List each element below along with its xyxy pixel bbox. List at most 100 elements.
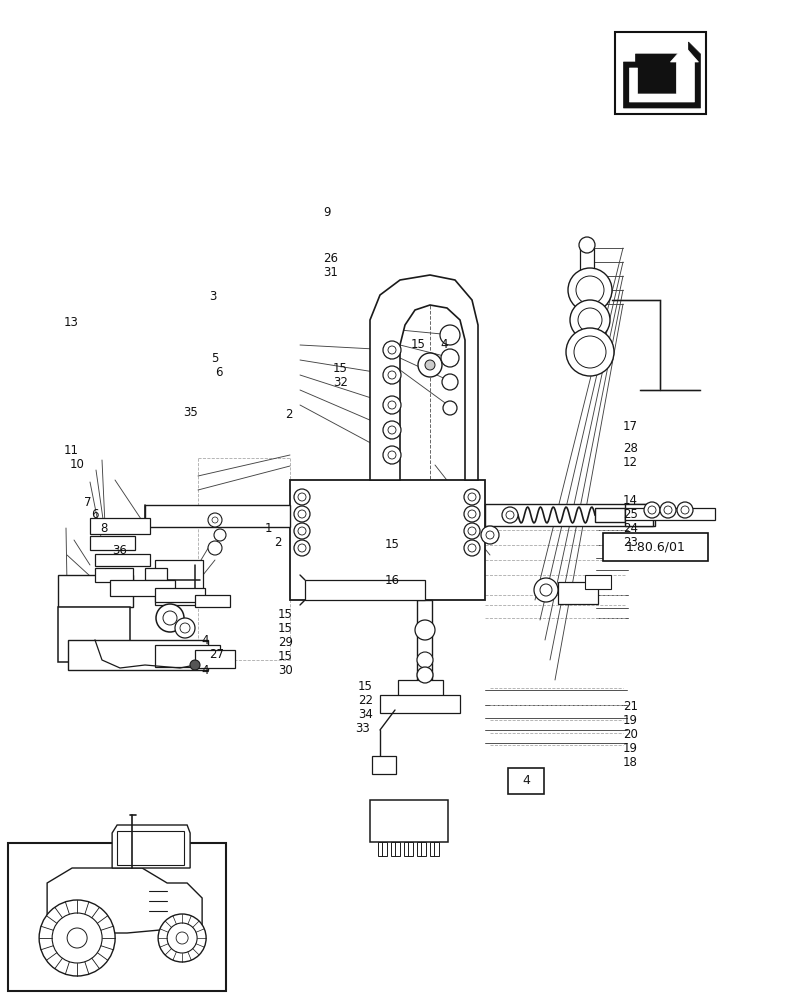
Circle shape — [383, 421, 401, 439]
Circle shape — [534, 578, 557, 602]
Circle shape — [568, 268, 611, 312]
Circle shape — [467, 493, 475, 501]
Text: 4: 4 — [201, 664, 208, 676]
Circle shape — [676, 502, 692, 518]
Bar — [417, 600, 431, 690]
Circle shape — [463, 523, 479, 539]
Circle shape — [298, 527, 306, 535]
Bar — [155, 588, 204, 602]
Circle shape — [67, 928, 87, 948]
Text: 34: 34 — [358, 708, 372, 720]
Circle shape — [424, 360, 435, 370]
Circle shape — [480, 526, 499, 544]
Text: 17: 17 — [622, 420, 637, 434]
Circle shape — [180, 623, 190, 633]
Bar — [508, 768, 543, 794]
Bar — [404, 842, 413, 856]
Text: 2: 2 — [285, 408, 292, 422]
Text: 1: 1 — [264, 522, 272, 534]
Bar — [430, 842, 439, 856]
Bar — [417, 842, 426, 856]
Circle shape — [388, 346, 396, 354]
Bar — [378, 842, 387, 856]
Circle shape — [577, 308, 601, 332]
Bar — [391, 842, 400, 856]
Polygon shape — [629, 46, 697, 102]
Circle shape — [294, 506, 310, 522]
Text: 28: 28 — [622, 442, 637, 454]
Circle shape — [52, 913, 102, 963]
Text: 19: 19 — [622, 742, 637, 754]
Circle shape — [158, 914, 206, 962]
Bar — [624, 504, 652, 526]
Bar — [371, 756, 396, 774]
Circle shape — [388, 371, 396, 379]
Text: 32: 32 — [333, 376, 347, 389]
Bar — [370, 800, 448, 842]
Text: 4: 4 — [521, 774, 530, 788]
Text: 5: 5 — [211, 352, 218, 364]
Circle shape — [208, 513, 221, 527]
Text: 19: 19 — [622, 714, 637, 726]
Text: 35: 35 — [183, 406, 198, 420]
Text: 15: 15 — [384, 538, 399, 550]
Bar — [68, 640, 208, 670]
Text: 26: 26 — [323, 251, 337, 264]
Bar — [380, 695, 460, 713]
Circle shape — [388, 401, 396, 409]
Circle shape — [680, 506, 689, 514]
Circle shape — [298, 493, 306, 501]
Circle shape — [569, 300, 609, 340]
Text: 31: 31 — [323, 265, 337, 278]
Text: 6: 6 — [91, 508, 98, 522]
Circle shape — [463, 506, 479, 522]
Circle shape — [505, 511, 513, 519]
Bar — [195, 650, 234, 668]
Circle shape — [463, 489, 479, 505]
Circle shape — [647, 506, 655, 514]
Text: 4: 4 — [440, 338, 447, 351]
Text: 36: 36 — [112, 544, 127, 558]
Bar — [95, 568, 133, 582]
Circle shape — [441, 374, 457, 390]
Text: 4: 4 — [201, 635, 208, 648]
Circle shape — [383, 341, 401, 359]
Circle shape — [383, 446, 401, 464]
Bar — [624, 508, 714, 520]
Text: 29: 29 — [277, 637, 292, 650]
Bar — [58, 575, 133, 607]
Circle shape — [294, 540, 310, 556]
Text: 6: 6 — [215, 365, 222, 378]
Polygon shape — [117, 831, 184, 865]
Text: 2: 2 — [273, 536, 281, 548]
Circle shape — [298, 510, 306, 518]
Text: 15: 15 — [333, 362, 347, 375]
Circle shape — [208, 541, 221, 555]
Circle shape — [214, 529, 225, 541]
Circle shape — [486, 531, 493, 539]
Bar — [290, 480, 484, 600]
Circle shape — [388, 426, 396, 434]
Text: 8: 8 — [100, 522, 107, 536]
Text: 15: 15 — [358, 680, 372, 692]
Polygon shape — [112, 825, 190, 868]
Bar — [8, 843, 225, 991]
Circle shape — [39, 900, 115, 976]
Bar — [602, 533, 707, 561]
Text: 12: 12 — [622, 456, 637, 468]
Bar — [584, 575, 610, 589]
Bar — [594, 508, 624, 522]
Text: 27: 27 — [209, 648, 224, 662]
Text: 10: 10 — [70, 458, 84, 472]
Circle shape — [417, 652, 432, 668]
Text: 15: 15 — [277, 650, 292, 664]
Bar — [58, 607, 130, 662]
Text: 20: 20 — [622, 728, 637, 740]
Bar — [615, 32, 706, 114]
Bar — [145, 505, 290, 527]
Circle shape — [440, 349, 458, 367]
Circle shape — [643, 502, 659, 518]
Polygon shape — [370, 275, 478, 480]
Text: 15: 15 — [277, 622, 292, 636]
Text: 21: 21 — [622, 700, 637, 712]
